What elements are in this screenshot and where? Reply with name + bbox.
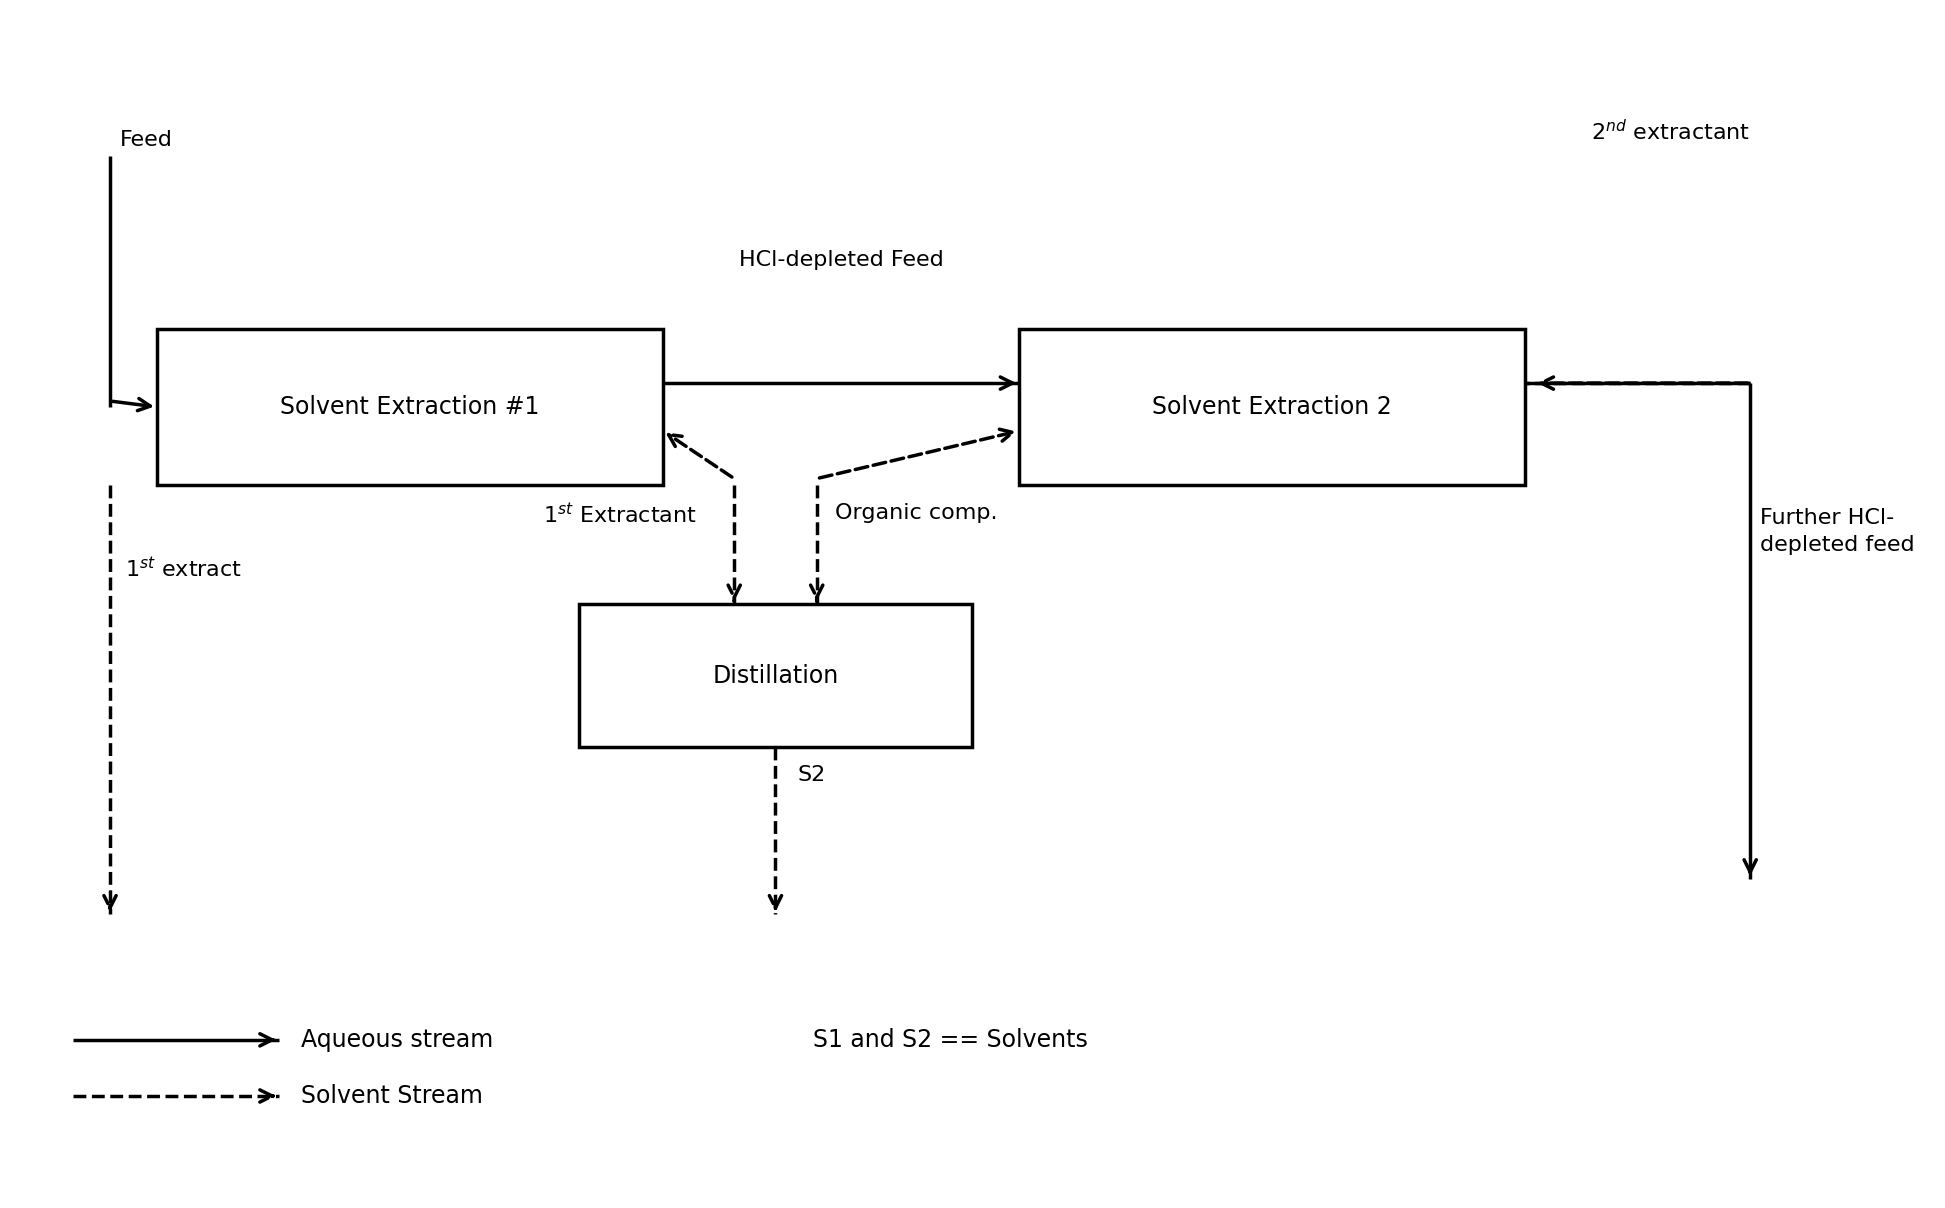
Bar [158, 330, 663, 484]
Text: Solvent Extraction 2: Solvent Extraction 2 [1151, 395, 1393, 419]
Text: HCl-depleted Feed: HCl-depleted Feed [739, 250, 943, 269]
Text: Aqueous stream: Aqueous stream [301, 1028, 494, 1052]
Text: Feed: Feed [119, 130, 173, 150]
Text: 1$^{st}$ extract: 1$^{st}$ extract [124, 556, 241, 581]
Text: S2: S2 [797, 765, 827, 785]
Text: 1$^{st}$ Extractant: 1$^{st}$ Extractant [543, 503, 696, 528]
Text: Organic comp.: Organic comp. [836, 503, 998, 523]
Text: Solvent Extraction #1: Solvent Extraction #1 [280, 395, 539, 419]
Bar [580, 604, 972, 748]
Text: S1 and S2 == Solvents: S1 and S2 == Solvents [813, 1028, 1087, 1052]
Text: Solvent Stream: Solvent Stream [301, 1084, 482, 1108]
Text: Distillation: Distillation [712, 663, 838, 687]
Text: 2$^{nd}$ extractant: 2$^{nd}$ extractant [1591, 120, 1751, 144]
Text: Further HCl-
depleted feed: Further HCl- depleted feed [1760, 509, 1914, 554]
Bar [1019, 330, 1525, 484]
